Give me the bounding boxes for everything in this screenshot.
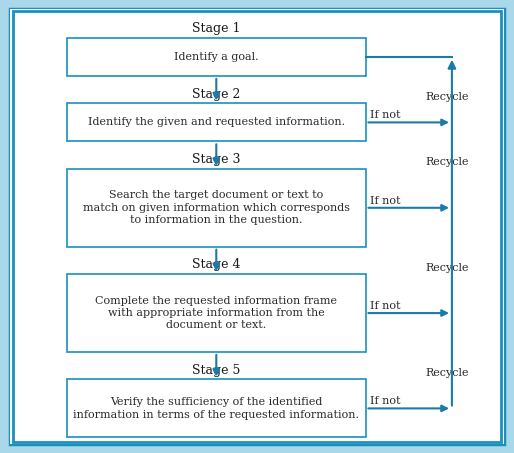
Text: Stage 3: Stage 3 [192,153,241,166]
Text: If not: If not [371,396,401,406]
Text: Identify a goal.: Identify a goal. [174,52,259,62]
Text: Verify the sufficiency of the identified
information in terms of the requested i: Verify the sufficiency of the identified… [74,397,359,419]
Text: If not: If not [371,110,401,120]
Text: Recycle: Recycle [425,368,469,378]
Text: Stage 4: Stage 4 [192,258,241,271]
Text: Search the target document or text to
match on given information which correspon: Search the target document or text to ma… [83,190,350,225]
Text: If not: If not [371,196,401,206]
Text: Stage 2: Stage 2 [192,87,241,101]
Text: Recycle: Recycle [425,92,469,102]
Text: Recycle: Recycle [425,263,469,273]
FancyBboxPatch shape [67,274,365,352]
Text: Identify the given and requested information.: Identify the given and requested informa… [88,117,345,127]
Text: Stage 1: Stage 1 [192,22,241,35]
FancyBboxPatch shape [67,38,365,76]
Text: Complete the requested information frame
with appropriate information from the
d: Complete the requested information frame… [95,296,337,331]
Text: Stage 5: Stage 5 [192,364,241,376]
Text: Recycle: Recycle [425,158,469,168]
FancyBboxPatch shape [67,169,365,247]
FancyBboxPatch shape [67,103,365,141]
FancyBboxPatch shape [67,380,365,438]
Text: If not: If not [371,301,401,311]
